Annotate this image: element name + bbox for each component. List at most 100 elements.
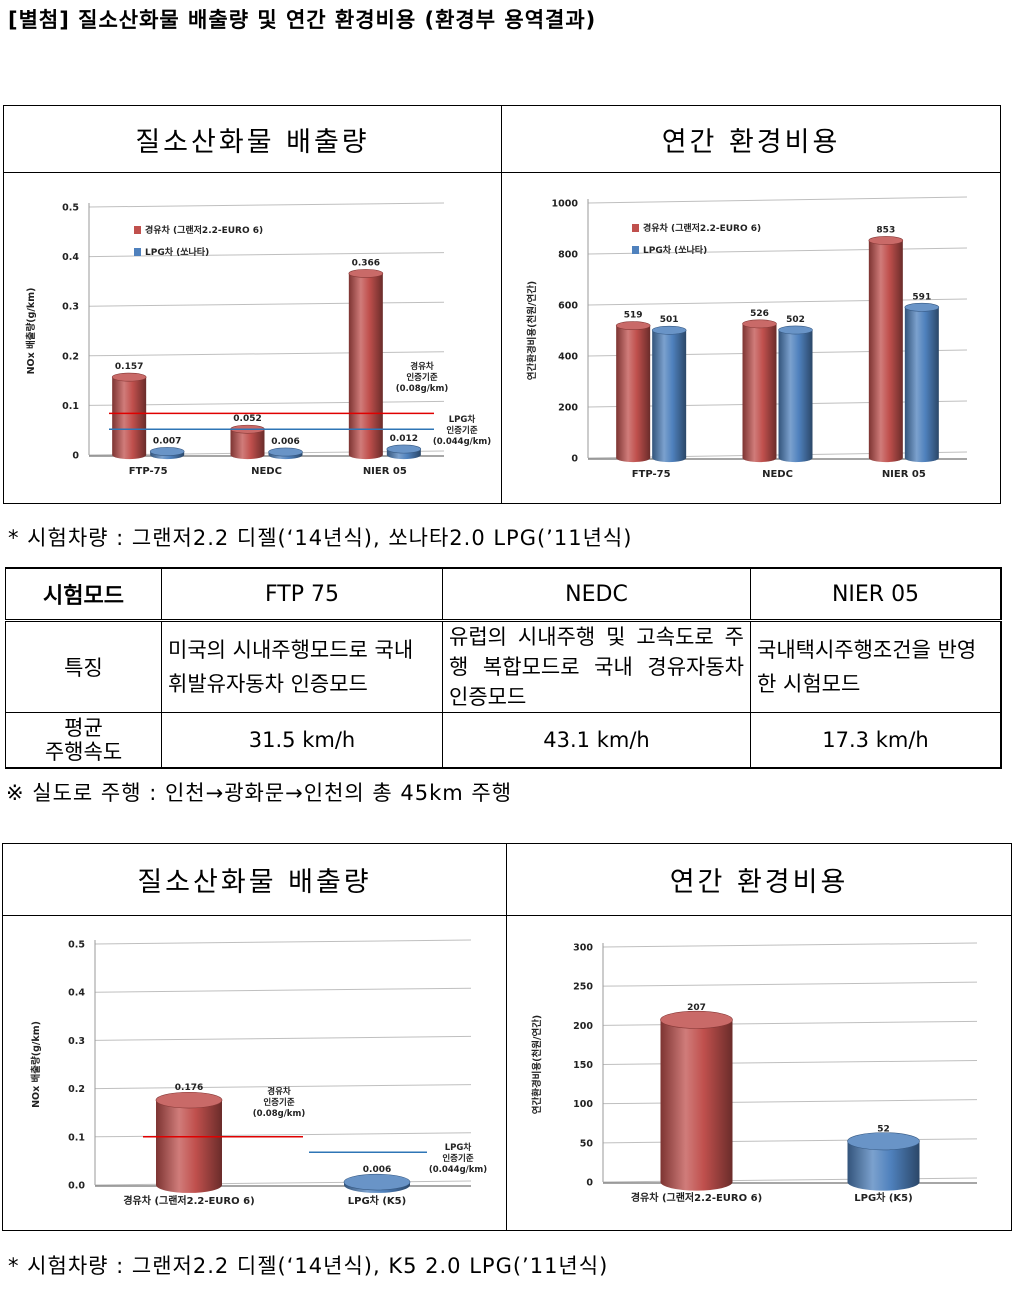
section1-chart-table: 질소산화물 배출량 연간 환경비용 0 0.1 0.2 0.3 0.4 0.5 NOx 배출… xyxy=(3,105,1001,504)
x-tick-label: 경유차 (그랜저2.2-EURO 6) xyxy=(631,1191,762,1204)
gridline xyxy=(88,252,445,258)
data-label: 501 xyxy=(660,315,679,325)
y-tick-label: 0.2 xyxy=(62,351,79,362)
lpg-bar xyxy=(904,307,939,463)
section1-header-right: 연간 환경비용 xyxy=(501,105,1001,173)
data-label: 207 xyxy=(687,1003,706,1013)
y-tick-label: 0.4 xyxy=(62,252,79,263)
standard-label: (0.044g/km) xyxy=(433,437,491,447)
feature-nier05: 국내택시주행조건을 반영한 시험모드 xyxy=(750,620,1002,713)
y-tick-label: 0.4 xyxy=(68,988,85,999)
nox-emission-chart-1: 0 0.1 0.2 0.3 0.4 0.5 NOx 배출량(g/km) FTP-75 0.157… xyxy=(25,202,491,478)
data-label: 0.157 xyxy=(115,362,143,372)
gridline xyxy=(602,1020,978,1026)
test-mode-table: 시험모드 FTP 75 NEDC NIER 05 특징 미국의 시내주행모드로 … xyxy=(5,567,1002,769)
section2-chart-table: 질소산화물 배출량 연간 환경비용 0.0 0.1 0.2 0.3 0.4 0.5 NOx … xyxy=(2,843,1012,1231)
lpg-bar xyxy=(847,1141,920,1191)
gridline xyxy=(587,451,968,459)
gridline xyxy=(94,1084,472,1090)
y-tick-label: 1000 xyxy=(552,199,579,210)
data-label: 853 xyxy=(876,225,895,235)
gridline xyxy=(587,196,968,204)
x-tick-label: FTP-75 xyxy=(129,466,168,477)
legend-label: 경유차 (그랜저2.2-EURO 6) xyxy=(145,224,263,236)
standard-label: LPG차 xyxy=(445,1142,472,1153)
legend-swatch xyxy=(134,226,141,234)
diesel-bar-top xyxy=(348,269,384,278)
section1-header-left: 질소산화물 배출량 xyxy=(3,105,502,173)
gridline xyxy=(88,202,445,208)
col-header-ftp75: FTP 75 xyxy=(161,567,443,622)
y-axis-label: 연간환경비용(천원/연간) xyxy=(526,281,538,381)
gridline xyxy=(88,450,445,456)
standard-label: 인증기준 xyxy=(406,372,437,383)
data-label: 52 xyxy=(877,1124,890,1134)
y-tick-label: 250 xyxy=(573,982,593,993)
modes-note: ※ 실도로 주행 : 인천→광화문→인천의 총 45km 주행 xyxy=(6,781,513,805)
gridline xyxy=(587,247,968,255)
feature-nedc: 유럽의 시내주행 및 고속도로 주행 복합모드로 국내 경유자동차 인증모드 xyxy=(442,620,751,713)
env-cost-chart-2: 0 50 100 150 200 250 300 연간환경비용(천원/연간) 경유차 (그랜저2… xyxy=(531,942,978,1204)
legend-label: 경유차 (그랜저2.2-EURO 6) xyxy=(643,222,761,234)
lpg-bar-top xyxy=(904,302,940,312)
lpg-bar-top xyxy=(847,1132,920,1151)
standard-label: 인증기준 xyxy=(446,425,477,436)
diesel-bar xyxy=(742,323,777,463)
diesel-bar xyxy=(660,1019,733,1191)
y-tick-label: 600 xyxy=(558,301,578,312)
data-label: 519 xyxy=(624,311,643,321)
diesel-bar xyxy=(348,273,383,460)
legend-label: LPG차 (쏘나타) xyxy=(643,244,707,256)
lpg-bar-top xyxy=(651,325,687,335)
diesel-bar xyxy=(616,325,651,463)
col-header-mode: 시험모드 xyxy=(5,567,162,622)
gridline xyxy=(88,301,445,307)
y-axis-label: NOx 배출량(g/km) xyxy=(30,1021,42,1108)
data-label: 0.007 xyxy=(153,437,181,447)
standard-label: 인증기준 xyxy=(263,1097,294,1108)
gridline xyxy=(602,942,978,948)
y-tick-label: 0.2 xyxy=(68,1084,85,1095)
y-tick-label: 0.3 xyxy=(68,1036,85,1047)
standard-label: (0.08g/km) xyxy=(396,384,449,394)
y-tick-label: 0.0 xyxy=(68,1181,85,1192)
diesel-bar-top xyxy=(868,236,904,245)
y-tick-label: 0 xyxy=(586,1178,593,1189)
lpg-bar-top xyxy=(778,325,813,335)
row-label-speed-line1: 평균 xyxy=(64,716,103,740)
feature-ftp75: 미국의 시내주행모드로 국내 휘발유자동차 인증모드 xyxy=(161,620,443,713)
y-tick-label: 0.1 xyxy=(68,1132,85,1143)
standard-label: LPG차 xyxy=(449,414,476,425)
standard-label: 인증기준 xyxy=(442,1153,473,1164)
y-tick-label: 400 xyxy=(558,352,578,363)
diesel-bar-top xyxy=(111,372,147,382)
legend-swatch xyxy=(134,248,141,256)
legend-swatch xyxy=(632,224,639,232)
data-label: 0.006 xyxy=(363,1165,391,1175)
gridline xyxy=(602,1138,978,1144)
y-tick-label: 0 xyxy=(571,454,578,465)
section2-header-right: 연간 환경비용 xyxy=(506,843,1012,916)
gridline xyxy=(602,1060,978,1065)
lpg-bar-top xyxy=(343,1173,411,1191)
lpg-bar xyxy=(652,330,687,463)
row-label-feature: 특징 xyxy=(5,620,162,713)
y-tick-label: 150 xyxy=(573,1060,593,1071)
nox-emission-chart-2: 0.0 0.1 0.2 0.3 0.4 0.5 NOx 배출량(g/km) 경유차 (그랜저2… xyxy=(30,940,487,1208)
standard-label: (0.044g/km) xyxy=(429,1165,487,1175)
lpg-bar-top xyxy=(268,447,303,457)
page-title: [별첨] 질소산화물 배출량 및 연간 환경비용 (환경부 용역결과) xyxy=(8,8,597,32)
gridline xyxy=(602,981,978,987)
row-label-speed-line2: 주행속도 xyxy=(44,740,123,764)
x-tick-label: NEDC xyxy=(251,466,282,477)
y-tick-label: 0.5 xyxy=(62,203,79,214)
gridline xyxy=(88,400,445,406)
x-tick-label: NIER 05 xyxy=(882,469,926,480)
y-tick-label: 300 xyxy=(573,943,593,954)
data-label: 591 xyxy=(912,292,931,302)
speed-nedc: 43.1 km/h xyxy=(442,712,751,769)
y-tick-label: 0.1 xyxy=(62,401,79,412)
y-tick-label: 0 xyxy=(72,451,79,462)
x-tick-label: LPG차 (K5) xyxy=(854,1191,912,1204)
data-label: 0.366 xyxy=(352,258,380,268)
